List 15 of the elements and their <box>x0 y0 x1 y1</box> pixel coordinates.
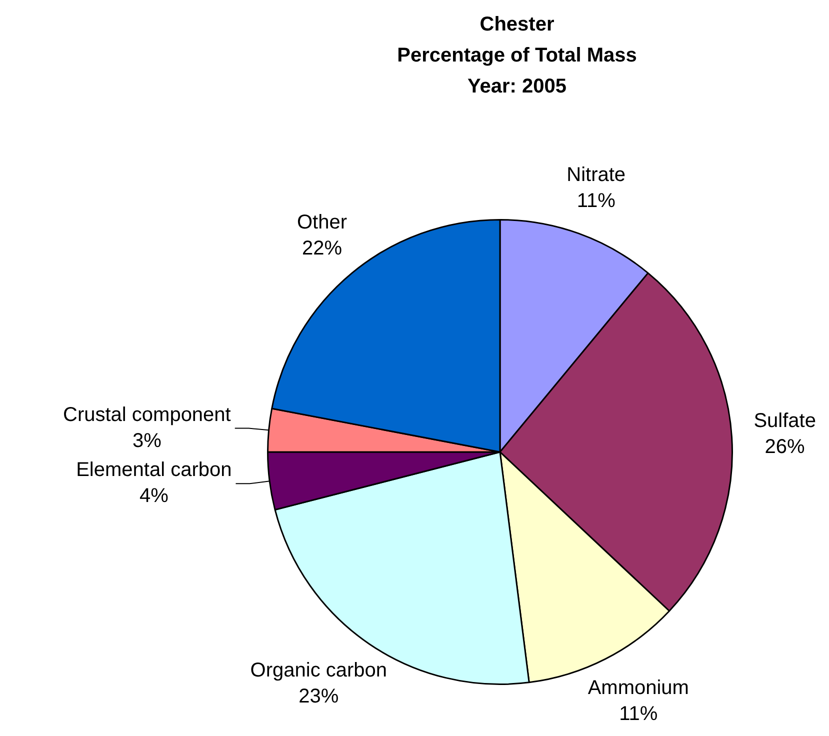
slice-label: Sulfate <box>754 410 816 432</box>
slice-label: Elemental carbon <box>76 459 232 482</box>
data-label: 3% <box>132 430 162 452</box>
slice-label: Other <box>296 212 348 234</box>
data-label: 4% <box>139 485 169 508</box>
data-label: 11% <box>576 190 616 212</box>
slice-label: Crustal component <box>63 404 232 426</box>
data-label: 23% <box>298 685 339 708</box>
data-label: 22% <box>302 238 342 260</box>
data-label: 11% <box>619 703 658 726</box>
data-label: 26% <box>764 436 806 458</box>
slice-label: Organic carbon <box>250 659 388 682</box>
slice-label: Ammonium <box>588 677 689 700</box>
slice-label: Nitrate <box>566 164 626 186</box>
chart-title: Chester Percentage of Total Mass Year: 2005 <box>397 14 637 98</box>
